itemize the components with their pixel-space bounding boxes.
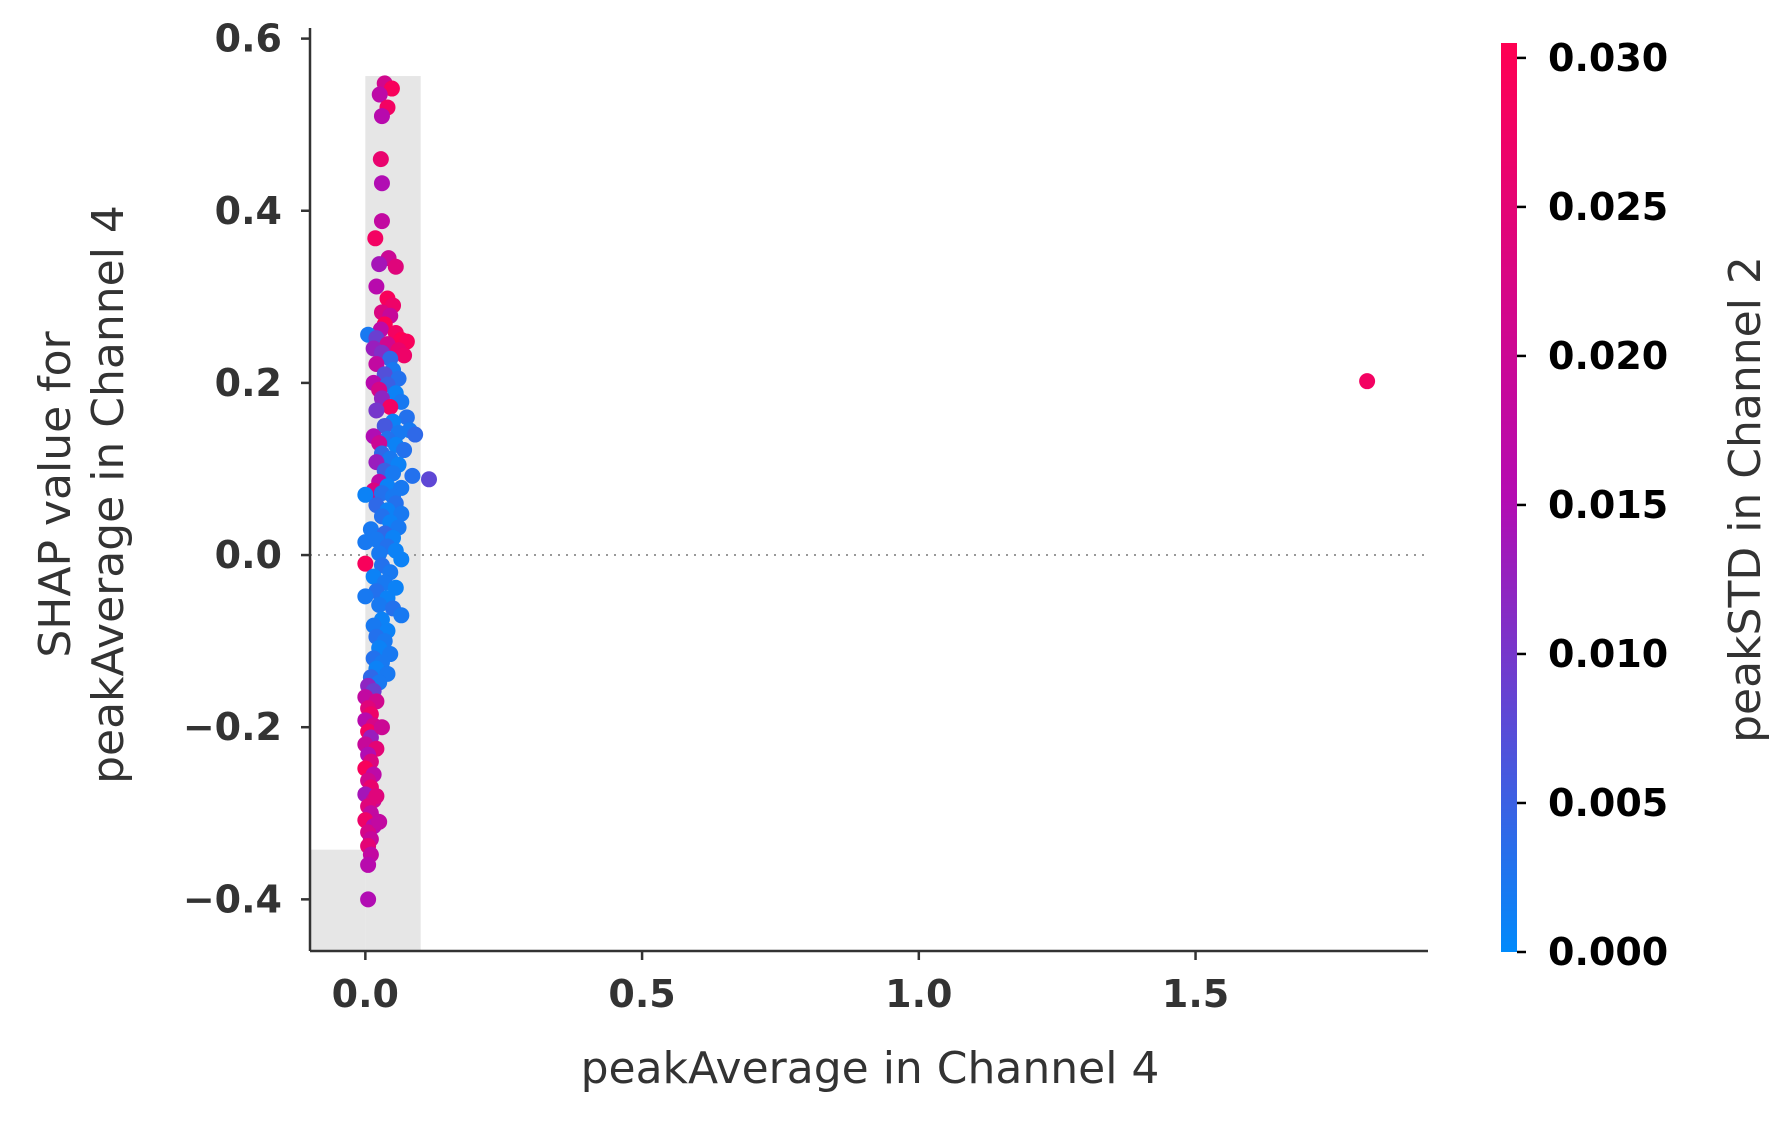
data-point [373,108,390,125]
scatter-points [357,75,1376,908]
data-point [383,80,400,97]
y-tick-label: 0.0 [215,533,282,577]
data-point [371,545,388,562]
y-tick-label: −0.4 [183,877,282,921]
data-point [357,486,374,503]
data-point [396,442,413,459]
data-point [387,258,404,275]
data-point [373,719,390,736]
colorbar-title: peakSTD in Channel 2 [1720,256,1771,743]
data-point [357,534,374,551]
y-tick-label: 0.2 [215,361,282,405]
data-point [373,175,390,192]
data-point [371,86,388,103]
x-tick-label: 1.0 [885,972,952,1016]
colorbar-tick-label: 0.005 [1548,781,1668,825]
data-point [393,551,410,568]
data-point [371,256,388,273]
colorbar-tick-label: 0.000 [1548,930,1668,974]
y-axis-title: SHAP value forpeakAverage in Channel 4 [30,205,134,784]
x-tick-label: 0.0 [332,972,399,1016]
data-point [420,471,437,488]
x-axis-title: peakAverage in Channel 4 [581,1043,1160,1094]
data-point [382,399,399,416]
colorbar-tick-label: 0.015 [1548,483,1668,527]
data-point [368,402,385,419]
colorbar-tick-label: 0.020 [1548,334,1668,378]
colorbar-tick-label: 0.010 [1548,632,1668,676]
data-point [398,409,415,426]
y-axis-title-line-2: peakAverage in Channel 4 [83,205,134,784]
y-tick-label: −0.2 [183,705,282,749]
data-point [373,213,390,230]
data-point [393,607,410,624]
data-point [376,417,393,434]
colorbar-tick-label: 0.030 [1548,36,1668,80]
data-point [371,596,388,613]
x-tick-label: 1.5 [1162,972,1229,1016]
colorbar: 0.030 0.025 0.020 0.015 0.010 0.005 0.000 peakS… [1501,36,1771,974]
data-point [396,347,413,364]
y-axis-title-line-1: SHAP value for [30,330,81,657]
data-point [367,230,384,247]
data-point [407,426,424,443]
x-tick-label: 0.5 [608,972,675,1016]
y-tick-label: 0.6 [215,17,282,61]
data-point [360,856,377,873]
colorbar-tick-label: 0.025 [1548,185,1668,229]
data-point [368,278,385,295]
data-point [1359,373,1376,390]
data-point [357,555,374,572]
y-tick-label: 0.4 [215,189,282,233]
data-point [385,465,402,482]
data-point [368,788,385,805]
data-point [371,813,388,830]
axes: 0.6 0.4 0.2 0.0 −0.2 −0.4 0.0 0.5 1.0 1.5 [183,17,1428,1016]
data-point [372,151,389,168]
data-point [360,891,377,908]
histogram-bar [310,849,366,951]
data-point [404,467,421,484]
data-point [393,505,410,522]
colorbar-gradient [1501,43,1517,952]
data-point [357,588,374,605]
